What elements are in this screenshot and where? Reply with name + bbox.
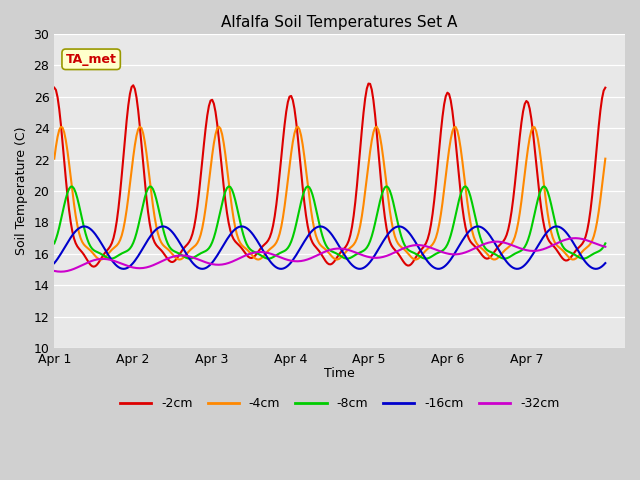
- -16cm: [363, 263, 371, 268]
- -16cm: [51, 260, 58, 266]
- -4cm: [602, 156, 609, 162]
- -32cm: [503, 240, 511, 246]
- -8cm: [57, 217, 65, 223]
- -4cm: [51, 156, 58, 162]
- Line: -32cm: -32cm: [54, 238, 605, 272]
- -2cm: [602, 85, 609, 91]
- Legend: -2cm, -4cm, -8cm, -16cm, -32cm: -2cm, -4cm, -8cm, -16cm, -32cm: [115, 392, 564, 415]
- -16cm: [57, 251, 65, 257]
- -16cm: [174, 237, 182, 242]
- -16cm: [159, 224, 166, 229]
- -4cm: [172, 255, 180, 261]
- -16cm: [511, 265, 518, 271]
- -8cm: [172, 249, 180, 255]
- -32cm: [57, 269, 65, 275]
- -4cm: [363, 175, 371, 181]
- Y-axis label: Soil Temperature (C): Soil Temperature (C): [15, 127, 28, 255]
- -32cm: [572, 235, 580, 241]
- -32cm: [602, 244, 609, 250]
- -32cm: [174, 253, 182, 259]
- -4cm: [511, 234, 518, 240]
- -32cm: [362, 253, 369, 259]
- -32cm: [51, 268, 58, 274]
- -16cm: [602, 260, 609, 266]
- -8cm: [215, 215, 223, 221]
- -8cm: [504, 255, 512, 261]
- -4cm: [57, 124, 65, 130]
- -2cm: [174, 254, 182, 260]
- -32cm: [216, 262, 224, 267]
- -8cm: [51, 240, 58, 246]
- -16cm: [198, 266, 206, 272]
- -2cm: [216, 151, 224, 157]
- X-axis label: Time: Time: [324, 368, 355, 381]
- -2cm: [511, 181, 518, 187]
- -4cm: [255, 257, 262, 263]
- -16cm: [504, 261, 512, 266]
- -2cm: [51, 85, 58, 91]
- -8cm: [383, 183, 390, 189]
- -4cm: [215, 124, 223, 130]
- Text: TA_met: TA_met: [66, 53, 116, 66]
- Line: -8cm: -8cm: [54, 186, 605, 259]
- Line: -16cm: -16cm: [54, 227, 605, 269]
- -16cm: [218, 245, 226, 251]
- -8cm: [343, 256, 351, 262]
- -2cm: [365, 81, 372, 86]
- -32cm: [509, 243, 517, 249]
- -4cm: [216, 126, 224, 132]
- -8cm: [362, 247, 369, 252]
- Title: Alfalfa Soil Temperatures Set A: Alfalfa Soil Temperatures Set A: [221, 15, 458, 30]
- -32cm: [59, 269, 67, 275]
- -2cm: [362, 96, 369, 101]
- -2cm: [504, 227, 512, 232]
- -4cm: [504, 244, 512, 250]
- -8cm: [602, 240, 609, 246]
- Line: -2cm: -2cm: [54, 84, 605, 267]
- -2cm: [57, 121, 65, 127]
- Line: -4cm: -4cm: [54, 127, 605, 260]
- -8cm: [511, 251, 518, 257]
- -2cm: [90, 264, 98, 270]
